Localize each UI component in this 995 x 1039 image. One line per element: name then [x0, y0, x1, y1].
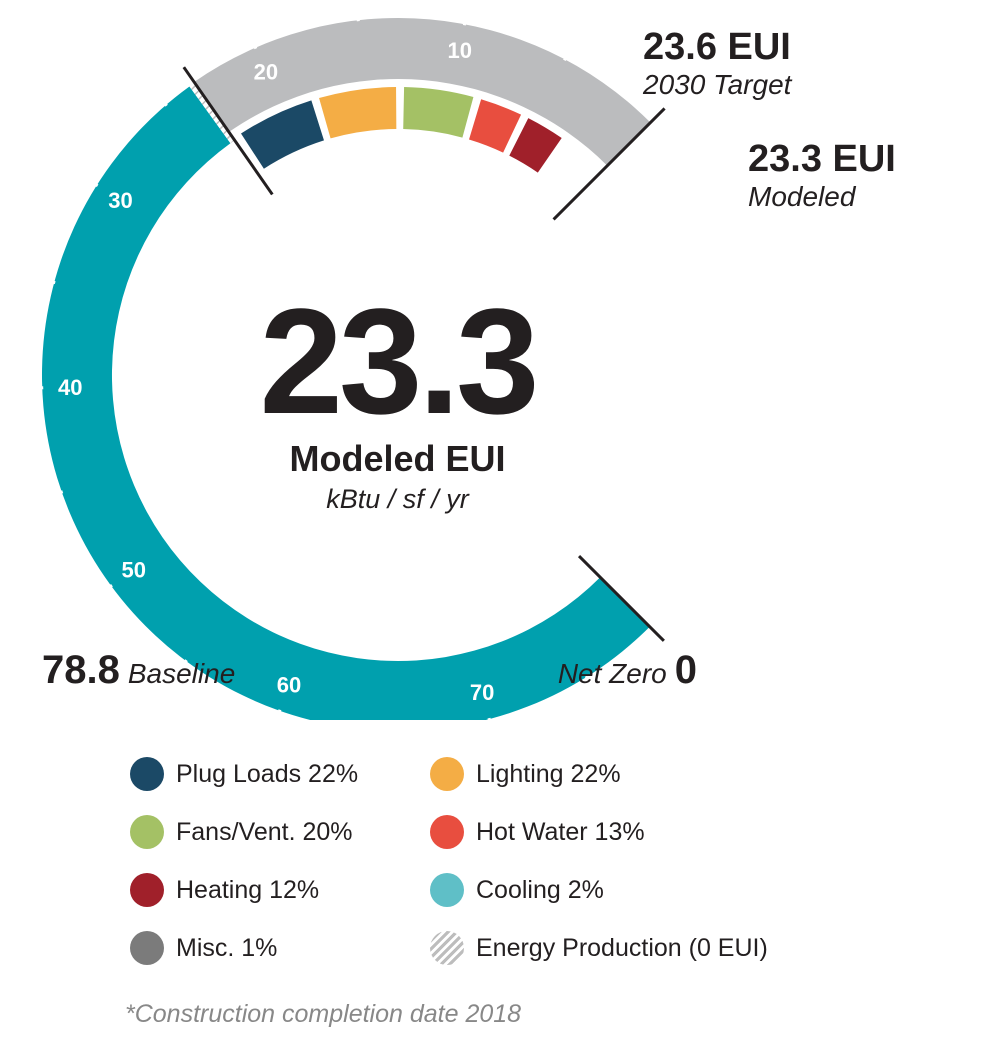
legend-swatch [430, 815, 464, 849]
modeled-eui-label: Modeled EUI [289, 438, 506, 479]
legend-label: Misc. 1% [176, 933, 278, 962]
baseline-value: 78.8 [42, 648, 120, 692]
tick-mark [487, 717, 492, 720]
modeled-label: Modeled [748, 181, 856, 212]
tick-mark [158, 96, 168, 107]
legend-item-misc: Misc. 1% [130, 930, 277, 966]
legend-label: Plug Loads 22% [176, 759, 359, 788]
legend-item-fans-vent: Fans/Vent. 20% [130, 814, 353, 850]
tick-mark [584, 675, 594, 687]
legend-swatch [430, 873, 464, 907]
baseline-label: Baseline [127, 658, 236, 689]
legend-swatch [130, 815, 164, 849]
target-value: 23.6 EUI [643, 26, 791, 68]
target-label: 2030 Target [643, 69, 792, 100]
legend-swatch [430, 757, 464, 791]
legend-item-hot-water: Hot Water 13% [430, 814, 645, 850]
legend-item-cooling: Cooling 2% [430, 872, 604, 908]
net-zero-end-line [552, 107, 666, 221]
tick-label-10: 10 [447, 38, 471, 63]
tick-label-40: 40 [58, 375, 82, 400]
legend-item-lighting: Lighting 22% [430, 756, 621, 792]
eui-unit-label: kBtu / sf / yr [326, 484, 469, 514]
segment-lighting [319, 87, 397, 139]
tick-mark [563, 49, 571, 61]
target-callout: 23.6 EUI 2030 Target [643, 26, 791, 101]
modeled-callout: 23.3 EUI Modeled [748, 138, 896, 213]
legend-label: Fans/Vent. 20% [176, 817, 353, 846]
net-zero-value: 0 [674, 648, 697, 692]
footnote: *Construction completion date 2018 [125, 1000, 522, 1028]
tick-mark [102, 584, 113, 593]
legend-swatch [130, 931, 164, 965]
tick-label-50: 50 [121, 557, 145, 582]
segment-hot-water [469, 99, 522, 153]
legend-label: Cooling 2% [476, 875, 604, 904]
legend-swatch [430, 931, 464, 965]
legend-label: Hot Water 13% [476, 817, 645, 846]
tick-mark [87, 178, 99, 188]
modeled-arc [194, 17, 651, 166]
segment-fans-vent [403, 87, 474, 138]
baseline-arc [42, 86, 650, 720]
eui-gauge: 10 20 30 40 50 60 70 [42, 10, 666, 720]
legend-label: Lighting 22% [476, 759, 621, 788]
tick-mark [355, 10, 360, 22]
tick-label-60: 60 [277, 672, 301, 697]
tick-label-70: 70 [470, 680, 494, 705]
tick-label-20: 20 [254, 60, 278, 85]
baseline-end-line [577, 554, 665, 642]
net-zero-label: Net Zero [557, 658, 667, 689]
legend-item-heating: Heating 12% [130, 872, 319, 908]
segment-heating [509, 118, 562, 173]
net-zero-callout: Net Zero 0 [558, 648, 697, 693]
tick-mark [250, 37, 258, 50]
tick-mark [44, 278, 56, 285]
legend-swatch [130, 873, 164, 907]
baseline-callout: 78.8 Baseline [42, 648, 235, 693]
legend-label: Heating 12% [176, 875, 320, 904]
modeled-eui-value: 23.3 [259, 277, 540, 445]
production-hatch [189, 82, 235, 144]
modeled-value: 23.3 EUI [748, 138, 896, 180]
tick-mark [462, 14, 468, 26]
tick-mark [274, 709, 282, 720]
tick-mark [51, 490, 64, 497]
segment-plug-loads [241, 100, 324, 169]
legend-item-plug-loads: Plug Loads 22% [130, 756, 358, 792]
legend-label: Energy Production (0 EUI) [476, 933, 768, 962]
legend-item-energy-production: Energy Production (0 EUI) [430, 930, 768, 966]
modeled-marker-line [182, 66, 274, 196]
tick-label-30: 30 [108, 188, 132, 213]
tick-mark [178, 659, 188, 670]
legend-swatch [130, 757, 164, 791]
